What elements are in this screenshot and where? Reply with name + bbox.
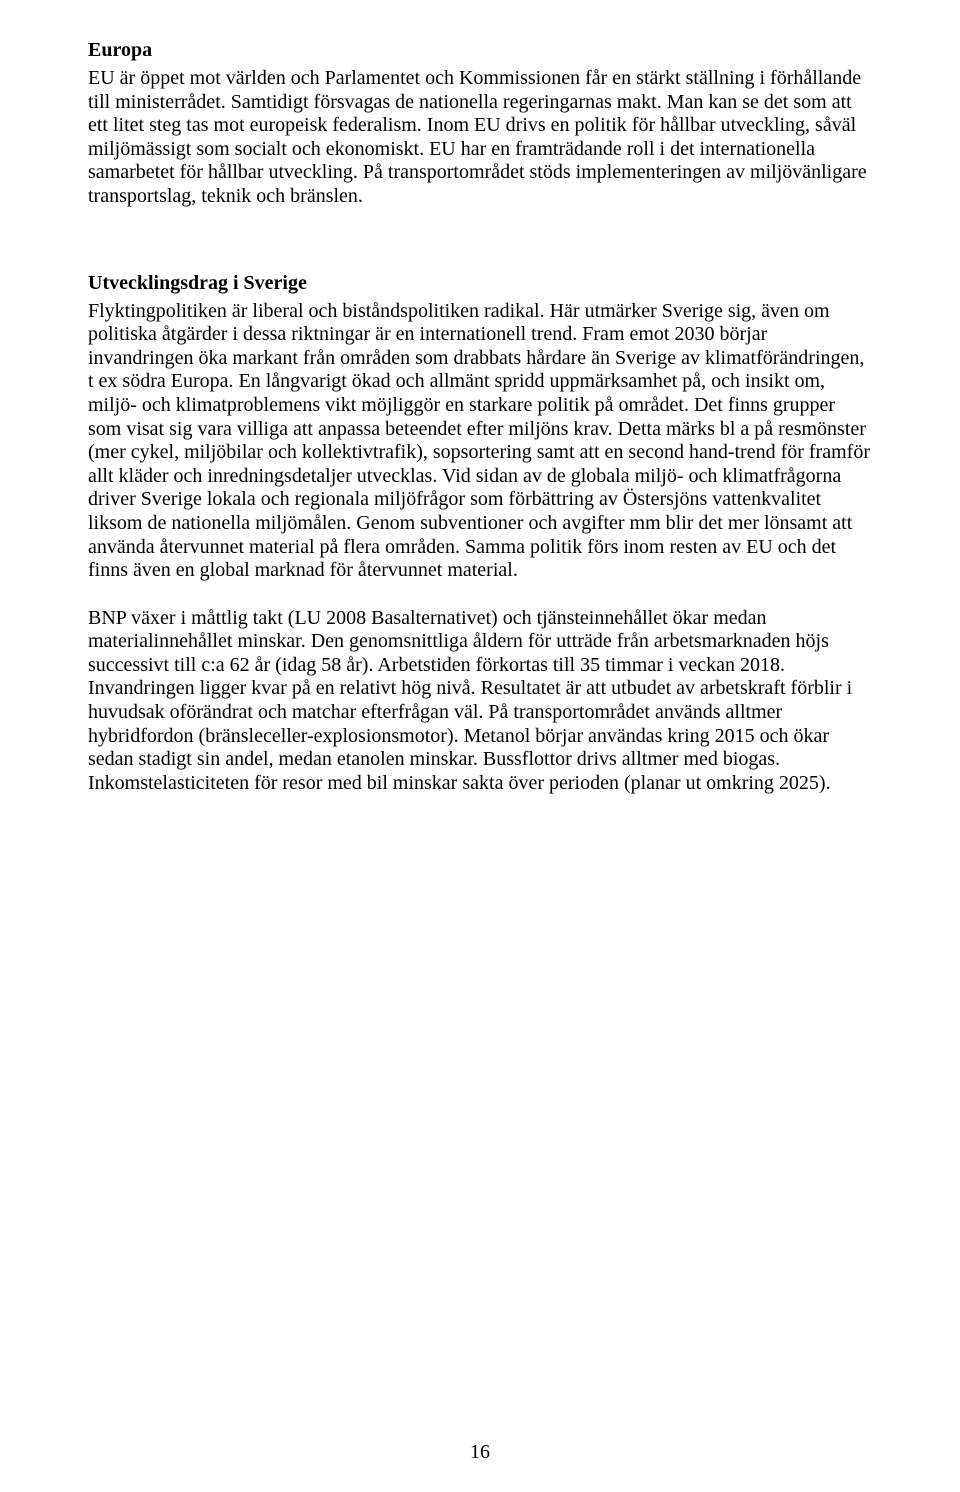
paragraph-utvecklingsdrag-1: Flyktingpolitiken är liberal och bistånd… [88, 300, 872, 583]
section-spacer [88, 233, 872, 271]
page-number: 16 [470, 1441, 490, 1464]
section-heading-europa: Europa [88, 38, 872, 63]
document-page: Europa EU är öppet mot världen och Parla… [0, 0, 960, 1492]
section-heading-utvecklingsdrag: Utvecklingsdrag i Sverige [88, 271, 872, 296]
paragraph-europa: EU är öppet mot världen och Parlamentet … [88, 67, 872, 209]
paragraph-utvecklingsdrag-2: BNP växer i måttlig takt (LU 2008 Basalt… [88, 607, 872, 796]
